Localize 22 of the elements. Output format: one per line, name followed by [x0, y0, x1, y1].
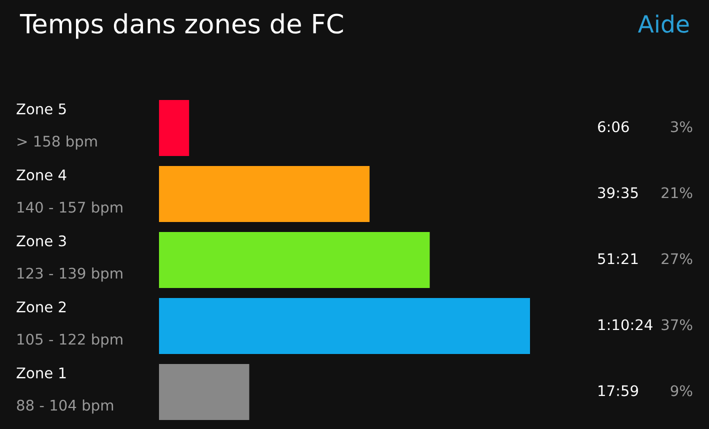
text: 1:10:24 [598, 319, 652, 330]
bar [159, 364, 250, 420]
text: 6:06 [598, 121, 629, 132]
category-label: Zone 1 88 - 104 bpm [16, 368, 114, 414]
data-label: 21% [662, 187, 692, 198]
category-label: Zone 4 140 - 157 bpm [16, 170, 122, 216]
category-label: Zone 2 105 - 122 bpm [16, 301, 122, 348]
category-label: Zone 5 > 158 bpm [16, 104, 97, 150]
data-label: 37% [662, 319, 692, 330]
chart-title: Temps dans zones de FC [20, 13, 343, 39]
bar [159, 298, 530, 354]
data-label: 27% [662, 253, 692, 264]
text: Aide [638, 14, 689, 33]
bar [159, 100, 190, 156]
text: 17:59 [598, 385, 638, 396]
data-label: 9% [670, 385, 692, 396]
text: 51:21 [598, 253, 638, 264]
text: 39:35 [598, 187, 638, 198]
bar [159, 166, 370, 222]
data-label: 3% [670, 121, 692, 132]
category-label: Zone 3 123 - 139 bpm [16, 235, 122, 282]
bar [159, 232, 430, 288]
